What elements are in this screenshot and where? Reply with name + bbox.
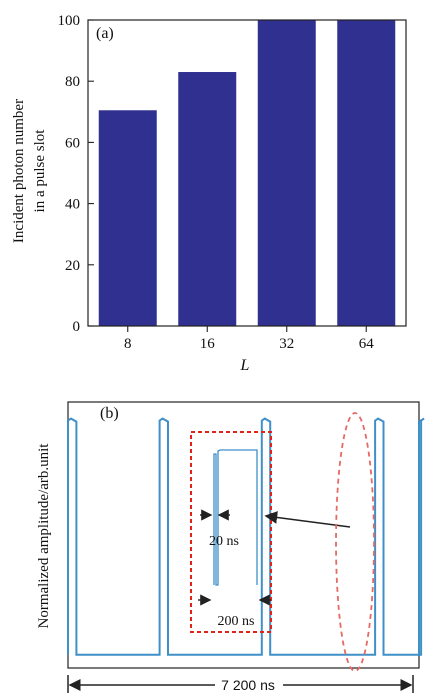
panel-a-label: (a) [96,25,114,42]
bar-64 [337,20,396,326]
narrow-width-label: 20 ns [209,534,239,549]
span-indicator: 7 200 ns [67,675,414,693]
panel-a: (a) Incident photon number in a pulse sl… [11,13,407,374]
y-tick-label-100: 100 [58,13,81,29]
y-tick-label-0: 0 [73,319,81,335]
y-axis-label-line-2: in a pulse slot [32,129,48,213]
y-tick-label-60: 60 [65,135,80,151]
plot-frame [87,19,407,327]
x-axis-label: L [240,357,250,374]
panel-b: (b) Normalized amplitude/arb.unit 20 ns … [36,401,425,693]
inset-zoom: 20 ns 200 ns [190,431,272,633]
bar-16 [178,72,237,327]
bar-8 [98,110,157,327]
y-axis-label-line-1: Incident photon number [11,99,27,243]
x-tick-label-64: 64 [359,336,375,352]
inset-trace [213,449,258,586]
pulse-trace [67,417,425,656]
panel-b-label: (b) [100,405,119,422]
y-tick-label-20: 20 [65,258,80,274]
x-axis-ticks: 8 16 32 64 [124,326,374,352]
y-tick-label-80: 80 [65,74,80,90]
inset-box [190,431,272,633]
span-label: 7 200 ns [221,677,275,693]
bar-32 [257,20,316,326]
highlight-ellipse [335,412,375,672]
zoom-callout-arrow [264,511,351,528]
bar-series [98,20,396,327]
x-tick-label-32: 32 [279,336,294,352]
x-tick-label-8: 8 [124,336,132,352]
window-width-label: 200 ns [218,614,255,629]
x-tick-label-16: 16 [200,336,216,352]
y-tick-label-40: 40 [65,197,80,213]
y-axis-label: Normalized amplitude/arb.unit [36,443,52,629]
